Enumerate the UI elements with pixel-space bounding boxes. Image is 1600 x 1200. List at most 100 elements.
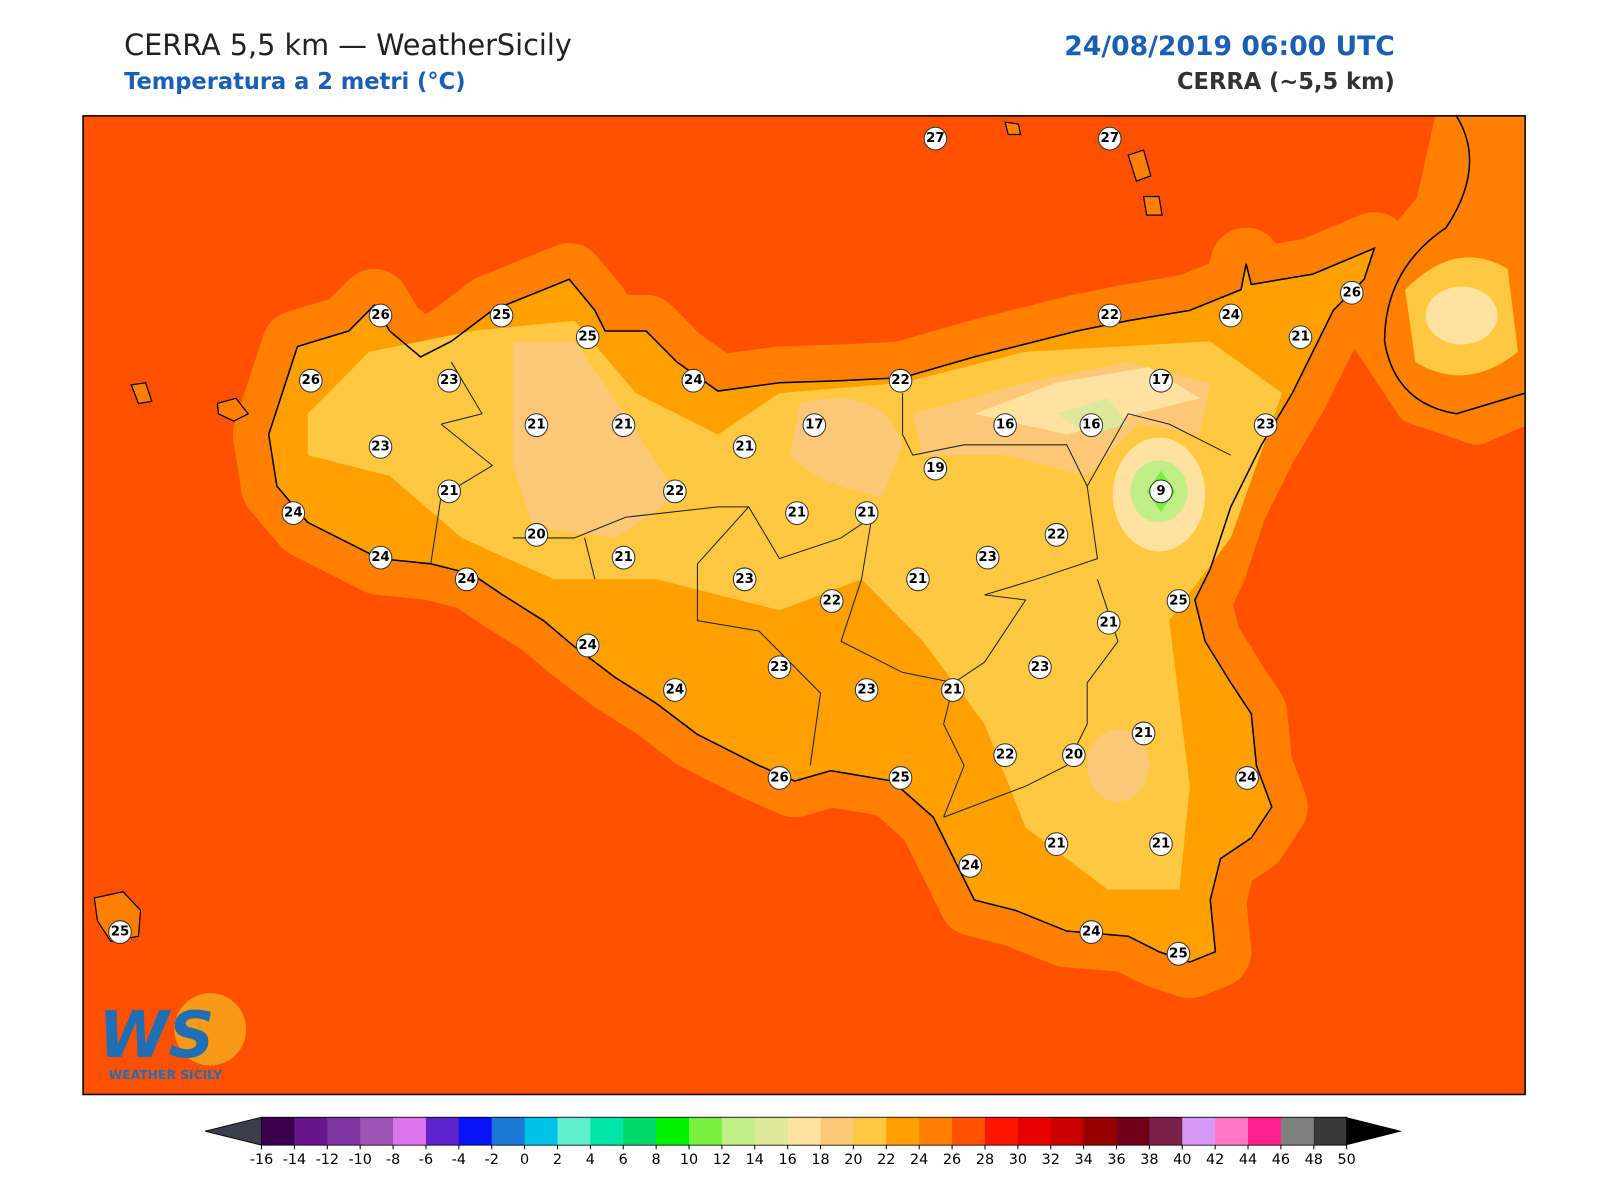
station-value: 21 bbox=[1099, 615, 1118, 630]
colorbar-swatch bbox=[425, 1117, 460, 1146]
station-value: 24 bbox=[1221, 308, 1240, 323]
station-value: 25 bbox=[578, 330, 597, 345]
colorbar-swatch bbox=[853, 1117, 887, 1146]
colorbar-tick-label: 2 bbox=[553, 1152, 562, 1168]
colorbar-tick-label: -6 bbox=[419, 1152, 433, 1168]
colorbar-over bbox=[1346, 1117, 1403, 1146]
station: 21 bbox=[906, 567, 930, 592]
station: 23 bbox=[1253, 413, 1278, 438]
station: 21 bbox=[1288, 325, 1313, 350]
colorbar-tick-label: 26 bbox=[943, 1152, 961, 1168]
station-marker bbox=[819, 589, 844, 613]
colorbar-swatch bbox=[1017, 1117, 1052, 1146]
map-frame bbox=[82, 115, 1526, 1096]
contour bbox=[974, 367, 1200, 435]
station: 24 bbox=[454, 567, 479, 592]
station: 23 bbox=[854, 678, 879, 702]
station-value: 21 bbox=[857, 506, 876, 521]
station-marker bbox=[923, 126, 948, 151]
station: 21 bbox=[1044, 832, 1069, 857]
colorbar: -16 -14 -12 -10 -8 -6 -4 -2 0 2 4 6 8 10 12 14 16 18 20 22 2… bbox=[205, 1116, 1403, 1168]
colorbar-tick-label: 18 bbox=[811, 1152, 829, 1168]
station-value: 22 bbox=[823, 594, 842, 609]
colorbar-swatch bbox=[656, 1117, 690, 1146]
station-value: 25 bbox=[111, 925, 130, 940]
station: 21 bbox=[1131, 721, 1156, 746]
station-value: 23 bbox=[1256, 418, 1275, 433]
station: 20 bbox=[1062, 743, 1086, 768]
colorbar-tick-label: 4 bbox=[586, 1152, 595, 1168]
station: 26 bbox=[368, 303, 393, 328]
colorbar-tick-label: -14 bbox=[283, 1152, 306, 1168]
station-marker bbox=[802, 413, 827, 438]
station-value: 23 bbox=[371, 439, 390, 454]
station-value: 26 bbox=[301, 373, 320, 388]
colorbar-under bbox=[205, 1116, 262, 1146]
station-marker bbox=[1097, 126, 1122, 151]
station-marker bbox=[1166, 589, 1191, 613]
station-marker bbox=[1097, 303, 1122, 328]
station: 17 bbox=[802, 413, 827, 438]
station-value: 23 bbox=[735, 572, 754, 587]
station: 24 bbox=[368, 545, 393, 570]
coastline bbox=[1383, 115, 1526, 415]
station: 22 bbox=[993, 743, 1017, 768]
station-marker bbox=[993, 743, 1017, 768]
subtitle: Temperatura a 2 metri (°C) bbox=[124, 69, 465, 95]
station-value: 21 bbox=[735, 439, 754, 454]
station: 24 bbox=[663, 678, 687, 702]
station-value: 21 bbox=[614, 550, 633, 565]
station-value: 23 bbox=[770, 660, 789, 675]
station-value: 23 bbox=[857, 682, 876, 697]
colorbar-tick-label: -10 bbox=[348, 1152, 371, 1168]
station-marker bbox=[941, 678, 965, 702]
colorbar-swatch bbox=[820, 1117, 854, 1146]
station-value: 24 bbox=[1082, 925, 1101, 940]
province-border bbox=[430, 361, 1231, 818]
station: 20 bbox=[524, 522, 549, 547]
station-value: 19 bbox=[926, 461, 945, 476]
colorbar-swatch bbox=[1182, 1117, 1216, 1146]
colorbar-tick-label: 48 bbox=[1305, 1152, 1323, 1168]
station: 21 bbox=[611, 413, 636, 438]
station-marker bbox=[975, 545, 1000, 570]
station-marker bbox=[888, 368, 913, 393]
station: 21 bbox=[732, 435, 757, 459]
logo: WS WEATHER SICILY bbox=[98, 993, 247, 1082]
station-marker bbox=[923, 456, 948, 481]
colorbar-tick-label: 36 bbox=[1107, 1152, 1125, 1168]
station-value: 21 bbox=[527, 418, 546, 433]
station-value: 20 bbox=[1065, 748, 1084, 763]
station-value: 24 bbox=[284, 506, 303, 521]
colorbar-tick-label: 42 bbox=[1206, 1152, 1224, 1168]
station-marker bbox=[454, 567, 479, 592]
station: 24 bbox=[575, 633, 600, 658]
colorbar-tick-label: -4 bbox=[452, 1152, 466, 1168]
station: 24 bbox=[1079, 920, 1104, 944]
colorbar-tick-label: 40 bbox=[1173, 1152, 1191, 1168]
station-value: 16 bbox=[1082, 418, 1101, 433]
colorbar-swatch bbox=[787, 1117, 822, 1146]
colorbar-tick-label: -16 bbox=[250, 1152, 273, 1168]
station-marker bbox=[1149, 368, 1173, 393]
contour bbox=[1425, 286, 1498, 345]
colorbar-swatch bbox=[458, 1117, 493, 1146]
station-marker bbox=[888, 766, 913, 790]
station: 21 bbox=[437, 479, 462, 504]
colorbar-tick-label: 8 bbox=[652, 1152, 661, 1168]
station: 26 bbox=[767, 766, 792, 790]
station-value: 27 bbox=[926, 131, 945, 146]
station: 21 bbox=[524, 413, 549, 438]
station-marker bbox=[1149, 832, 1173, 857]
station-marker bbox=[767, 655, 792, 680]
station: 19 bbox=[923, 456, 948, 481]
colorbar-swatch bbox=[952, 1117, 986, 1146]
station-value: 21 bbox=[909, 572, 928, 587]
station-value: 21 bbox=[944, 682, 963, 697]
contour bbox=[1087, 729, 1149, 802]
station-value: 25 bbox=[492, 308, 511, 323]
station: 17 bbox=[1149, 368, 1173, 393]
station: 25 bbox=[575, 325, 600, 350]
station-value: 21 bbox=[788, 506, 807, 521]
